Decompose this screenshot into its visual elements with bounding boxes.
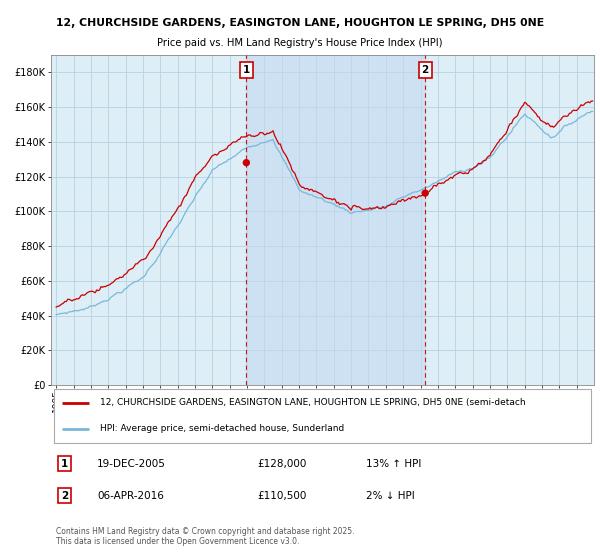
Text: 2% ↓ HPI: 2% ↓ HPI [366, 491, 415, 501]
Bar [247, 55, 425, 385]
Text: £128,000: £128,000 [257, 459, 307, 469]
Point [242, 158, 251, 167]
Text: 1: 1 [61, 459, 68, 469]
Text: £110,500: £110,500 [257, 491, 307, 501]
Text: 19-DEC-2005: 19-DEC-2005 [97, 459, 166, 469]
Text: 12, CHURCHSIDE GARDENS, EASINGTON LANE, HOUGHTON LE SPRING, DH5 0NE (semi-detach: 12, CHURCHSIDE GARDENS, EASINGTON LANE, … [100, 398, 526, 407]
Text: Price paid vs. HM Land Registry's House Price Index (HPI): Price paid vs. HM Land Registry's House … [157, 38, 443, 48]
Point [421, 189, 430, 198]
Text: 2: 2 [61, 491, 68, 501]
Text: 06-APR-2016: 06-APR-2016 [97, 491, 164, 501]
Text: Contains HM Land Registry data © Crown copyright and database right 2025.
This d: Contains HM Land Registry data © Crown c… [56, 527, 355, 546]
Text: 12, CHURCHSIDE GARDENS, EASINGTON LANE, HOUGHTON LE SPRING, DH5 0NE: 12, CHURCHSIDE GARDENS, EASINGTON LANE, … [56, 18, 544, 28]
Text: 2: 2 [422, 65, 429, 75]
Text: HPI: Average price, semi-detached house, Sunderland: HPI: Average price, semi-detached house,… [100, 424, 344, 433]
Text: 13% ↑ HPI: 13% ↑ HPI [366, 459, 421, 469]
FancyBboxPatch shape [54, 389, 591, 442]
Text: 1: 1 [243, 65, 250, 75]
